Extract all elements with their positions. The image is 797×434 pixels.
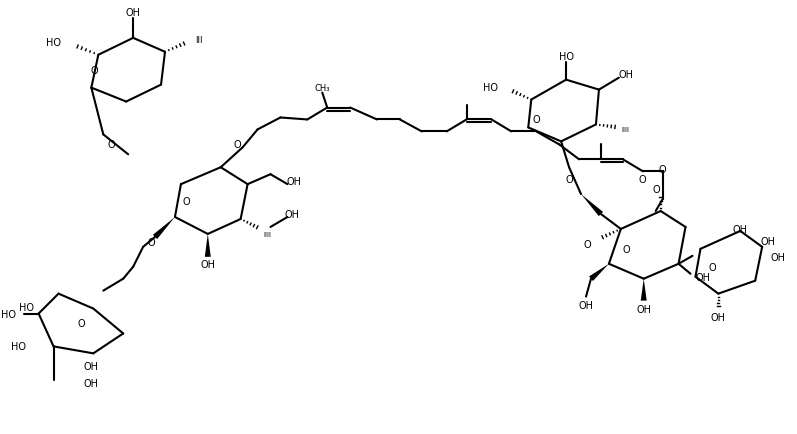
Text: CH₃: CH₃ xyxy=(315,84,330,93)
Text: HO: HO xyxy=(10,342,26,352)
Text: O: O xyxy=(622,244,630,254)
Text: OH: OH xyxy=(285,210,300,220)
Text: O: O xyxy=(639,175,646,185)
Text: OH: OH xyxy=(711,312,726,322)
Polygon shape xyxy=(153,217,175,240)
Text: O: O xyxy=(147,237,155,247)
Text: OH: OH xyxy=(696,272,710,282)
Text: O: O xyxy=(77,319,85,329)
Polygon shape xyxy=(589,264,609,281)
Text: OH: OH xyxy=(636,304,651,314)
Text: OH: OH xyxy=(770,252,785,262)
Text: O: O xyxy=(565,175,573,185)
Text: OH: OH xyxy=(84,378,99,388)
Polygon shape xyxy=(641,279,646,301)
Text: HO: HO xyxy=(18,302,33,312)
Text: III: III xyxy=(194,36,202,45)
Text: IIII: IIII xyxy=(622,127,630,133)
Text: HO: HO xyxy=(1,309,16,319)
Text: HO: HO xyxy=(484,82,498,92)
Text: O: O xyxy=(659,165,666,175)
Text: O: O xyxy=(108,140,115,150)
Text: IIII: IIII xyxy=(264,231,272,237)
Text: O: O xyxy=(182,197,190,207)
Text: OH: OH xyxy=(200,259,215,269)
Text: OH: OH xyxy=(84,362,99,372)
Polygon shape xyxy=(581,195,603,217)
Text: OH: OH xyxy=(618,69,634,79)
Text: O: O xyxy=(234,140,241,150)
Text: OH: OH xyxy=(579,300,594,310)
Text: O: O xyxy=(653,185,661,195)
Text: O: O xyxy=(91,66,98,76)
Text: HO: HO xyxy=(46,38,61,48)
Text: OH: OH xyxy=(760,237,775,247)
Text: OH: OH xyxy=(287,177,302,187)
Text: O: O xyxy=(709,262,717,272)
Text: O: O xyxy=(532,115,540,125)
Polygon shape xyxy=(205,234,210,257)
Text: O: O xyxy=(583,239,591,249)
Text: HO: HO xyxy=(559,52,574,62)
Text: OH: OH xyxy=(732,224,748,234)
Text: OH: OH xyxy=(126,8,140,18)
